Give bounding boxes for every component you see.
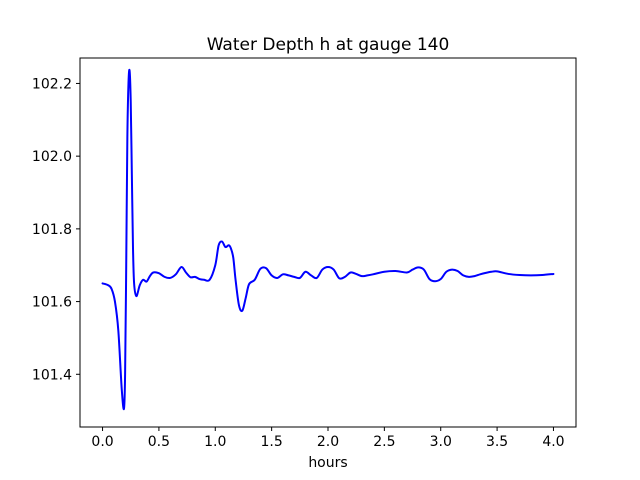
x-tick-label: 1.5 xyxy=(261,434,283,450)
x-tick-label: 2.0 xyxy=(317,434,339,450)
x-tick-label: 0.0 xyxy=(91,434,113,450)
x-tick-label: 3.0 xyxy=(430,434,452,450)
plot-frame xyxy=(79,57,577,428)
y-axis: 101.4 101.6 101.8 102.0 102.2 xyxy=(32,76,80,383)
y-tick-label: 102.0 xyxy=(32,149,72,165)
chart-title: Water Depth h at gauge 140 xyxy=(207,35,450,55)
y-tick-label: 101.4 xyxy=(32,367,72,383)
x-tick-label: 0.5 xyxy=(148,434,170,450)
y-tick-label: 101.6 xyxy=(32,295,72,311)
y-tick-label: 101.8 xyxy=(32,222,72,238)
x-tick-label: 2.5 xyxy=(373,434,395,450)
series-line xyxy=(101,68,555,411)
x-tick-label: 1.0 xyxy=(204,434,226,450)
x-tick-label: 3.5 xyxy=(486,434,508,450)
series-layer xyxy=(101,68,555,411)
y-tick-label: 102.2 xyxy=(32,76,72,92)
x-axis: 0.0 0.5 1.0 1.5 2.0 2.5 3.0 3.5 4.0 xyxy=(91,427,565,450)
plot-area xyxy=(80,58,576,427)
x-tick-label: 4.0 xyxy=(542,434,564,450)
x-axis-label: hours xyxy=(308,455,347,471)
